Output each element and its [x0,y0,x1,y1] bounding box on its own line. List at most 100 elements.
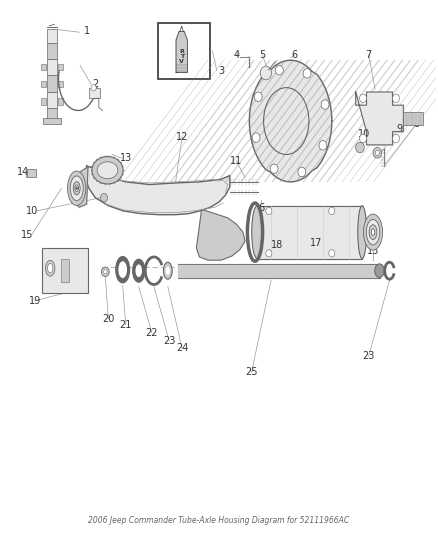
Ellipse shape [67,171,86,205]
Ellipse shape [75,185,78,191]
Polygon shape [71,167,88,207]
Circle shape [329,207,335,215]
Text: 10: 10 [358,130,371,139]
Circle shape [298,167,306,177]
Text: 1: 1 [84,26,90,36]
Circle shape [303,69,311,78]
Ellipse shape [364,214,382,250]
Ellipse shape [166,266,170,275]
Bar [43,118,61,124]
Bar [46,75,57,92]
Bar [41,64,46,70]
Ellipse shape [366,220,380,245]
Bar [46,43,57,59]
Ellipse shape [48,263,53,273]
Text: 7: 7 [366,50,372,60]
Bar [42,248,88,293]
Circle shape [75,187,78,190]
Circle shape [375,150,379,156]
Ellipse shape [97,162,118,179]
Ellipse shape [73,182,80,195]
Text: 2006 Jeep Commander Tube-Axle Housing Diagram for 52111966AC: 2006 Jeep Commander Tube-Axle Housing Di… [88,515,350,524]
Bar [46,108,57,121]
Ellipse shape [375,264,384,278]
Text: 19: 19 [28,296,41,306]
Text: 25: 25 [245,367,258,377]
Circle shape [266,207,272,215]
Polygon shape [176,31,187,72]
Ellipse shape [369,225,377,239]
Ellipse shape [358,206,367,259]
Text: 14: 14 [17,167,29,177]
Ellipse shape [252,206,263,259]
Text: 24: 24 [176,343,188,353]
Circle shape [373,148,381,158]
Circle shape [321,100,329,109]
Text: 13: 13 [120,153,132,163]
Ellipse shape [163,262,172,279]
Circle shape [392,94,399,102]
Polygon shape [178,264,379,278]
Ellipse shape [116,257,129,282]
Circle shape [319,141,327,150]
Text: 10: 10 [25,206,38,216]
Text: 16: 16 [254,203,266,213]
Polygon shape [196,209,245,260]
Polygon shape [356,92,403,145]
Bar [89,88,100,98]
Text: 8: 8 [413,119,420,128]
Ellipse shape [70,176,83,200]
Circle shape [356,142,364,153]
Bar [46,29,57,43]
Circle shape [392,134,399,143]
Text: 15: 15 [367,246,379,256]
Bar [158,23,210,79]
Bar [61,259,69,282]
Text: 11: 11 [230,156,243,166]
Ellipse shape [133,260,145,282]
Ellipse shape [46,260,55,276]
Text: 22: 22 [145,328,158,337]
Circle shape [102,267,109,277]
Ellipse shape [371,229,375,236]
Bar [27,169,36,176]
Text: 17: 17 [311,238,323,248]
Text: 20: 20 [102,314,115,325]
Text: 5: 5 [259,50,265,60]
Text: 9: 9 [396,124,402,134]
Bar [403,112,423,125]
Bar [58,64,63,70]
Text: 23: 23 [363,351,375,361]
Text: 4: 4 [233,50,240,60]
Circle shape [252,133,260,142]
Polygon shape [85,166,230,215]
Text: 18: 18 [272,240,284,251]
Bar [46,59,57,75]
Circle shape [329,249,335,257]
Bar [41,98,46,104]
Circle shape [254,92,262,101]
Ellipse shape [118,261,127,278]
Text: 3: 3 [218,66,224,76]
Text: 15: 15 [21,230,33,240]
Bar [58,81,63,87]
Text: 12: 12 [176,132,188,142]
Ellipse shape [135,264,142,277]
Circle shape [260,66,272,80]
Circle shape [101,193,107,202]
Text: 6: 6 [292,50,298,60]
Circle shape [266,249,272,257]
Circle shape [276,66,283,75]
Polygon shape [257,206,362,259]
Polygon shape [249,60,332,182]
Circle shape [360,94,367,102]
Circle shape [104,270,107,274]
Circle shape [360,134,367,143]
Text: 2: 2 [92,79,99,89]
Ellipse shape [92,157,123,184]
Text: R
T
V: R T V [179,49,184,64]
Bar [41,81,46,87]
Bar [46,92,57,108]
Circle shape [91,85,96,91]
Text: 21: 21 [120,320,132,330]
